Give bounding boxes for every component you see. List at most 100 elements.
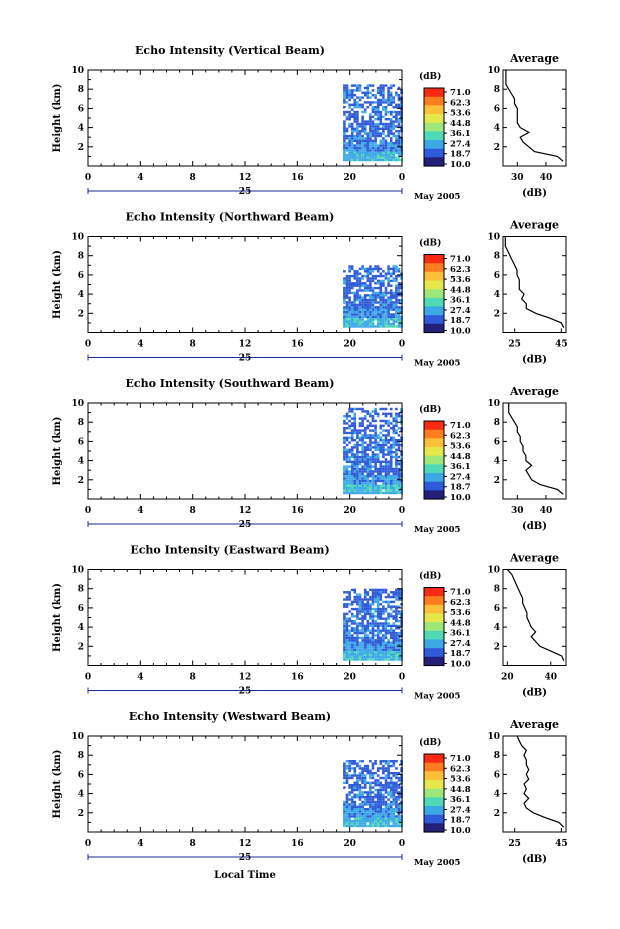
echo-cell — [371, 142, 375, 145]
echo-cell — [374, 294, 377, 297]
echo-cell — [376, 491, 380, 495]
y-axis-label: Height (km) — [52, 750, 63, 819]
echo-cell — [356, 487, 359, 490]
echo-cell — [389, 94, 393, 97]
echo-cell — [397, 289, 401, 292]
echo-cell — [356, 443, 359, 447]
echo-cell — [358, 125, 362, 128]
echo-cell — [387, 412, 390, 415]
echo-cell — [363, 156, 367, 159]
echo-cell — [345, 284, 349, 287]
y-tick-label: 6 — [78, 104, 84, 114]
echo-cell — [356, 325, 359, 328]
echo-cell — [343, 448, 346, 451]
echo-cell — [374, 619, 377, 623]
echo-cell — [379, 607, 383, 611]
echo-cell — [361, 655, 364, 659]
echo-cell — [379, 303, 383, 307]
echo-cell — [361, 158, 364, 162]
echo-cell — [384, 648, 388, 652]
echo-cell — [353, 130, 357, 133]
echo-cell — [350, 812, 354, 816]
echo-cell — [348, 301, 351, 304]
echo-cell — [379, 463, 383, 466]
echo-cell — [363, 781, 367, 784]
echo-cell — [379, 325, 383, 328]
echo-cell — [366, 487, 370, 490]
echo-cell — [395, 267, 398, 271]
echo-cell — [382, 658, 385, 661]
echo-cell — [384, 149, 388, 152]
echo-cell — [350, 491, 354, 495]
echo-cell — [395, 595, 398, 599]
echo-cell — [376, 824, 380, 828]
echo-cell — [361, 274, 364, 278]
echo-cell — [361, 446, 364, 449]
echo-cell — [371, 315, 375, 319]
echo-cell — [369, 610, 372, 613]
echo-cell — [350, 310, 354, 314]
echo-cell — [379, 284, 383, 287]
echo-cell — [392, 812, 396, 816]
echo-cell — [395, 279, 398, 283]
echo-cell — [389, 303, 393, 307]
echo-cell — [387, 130, 390, 133]
echo-cell — [379, 588, 383, 592]
echo-cell — [361, 151, 364, 154]
echo-cell — [371, 460, 375, 463]
echo-cell — [392, 781, 396, 784]
echo-cell — [366, 277, 370, 280]
colorbar-tick-label: 10.0 — [450, 660, 471, 670]
echo-cell — [363, 786, 367, 789]
x-tick-label: 16 — [291, 839, 304, 849]
echo-cell — [343, 279, 346, 283]
echo-cell — [395, 142, 398, 145]
echo-cell — [376, 784, 380, 787]
echo-cell — [384, 98, 388, 102]
echo-cell — [371, 325, 375, 328]
echo-cell — [369, 146, 372, 150]
echo-cell — [387, 118, 390, 121]
echo-cell — [350, 142, 354, 145]
echo-cell — [397, 588, 401, 592]
y-tick-label: 10 — [71, 399, 84, 409]
echo-cell — [343, 146, 346, 150]
echo-cell — [345, 274, 349, 278]
echo-cell — [389, 808, 393, 811]
echo-cell — [376, 286, 380, 290]
echo-cell — [384, 619, 388, 623]
echo-cell — [379, 808, 383, 811]
echo-cell — [392, 487, 396, 490]
echo-cell — [353, 106, 357, 109]
echo-cell — [387, 142, 390, 145]
echo-cell — [384, 815, 388, 818]
echo-cell — [361, 322, 364, 326]
echo-cell — [379, 301, 383, 304]
echo-cell — [369, 805, 372, 808]
echo-cell — [353, 653, 357, 656]
echo-cell — [348, 315, 351, 319]
echo-cell — [363, 475, 367, 478]
profile-x-label: (dB) — [522, 688, 547, 699]
echo-cell — [353, 800, 357, 804]
echo-cell — [397, 291, 401, 295]
echo-cell — [392, 451, 396, 454]
echo-cell — [343, 591, 346, 594]
echo-cell — [345, 793, 349, 796]
echo-cell — [356, 125, 359, 128]
echo-cell — [343, 113, 346, 116]
echo-cell — [382, 776, 385, 780]
echo-cell — [348, 648, 351, 652]
echo-cell — [376, 653, 380, 656]
echo-cell — [374, 318, 377, 321]
echo-cell — [369, 282, 372, 285]
echo-cell — [395, 774, 398, 777]
echo-cell — [384, 796, 388, 799]
echo-cell — [395, 607, 398, 611]
echo-cell — [384, 303, 388, 307]
echo-cell — [384, 629, 388, 632]
profile-y-tick-label: 2 — [494, 309, 500, 319]
echo-cell — [366, 446, 370, 449]
profile-x-tick-label: 25 — [508, 340, 521, 350]
echo-cell — [382, 655, 385, 659]
